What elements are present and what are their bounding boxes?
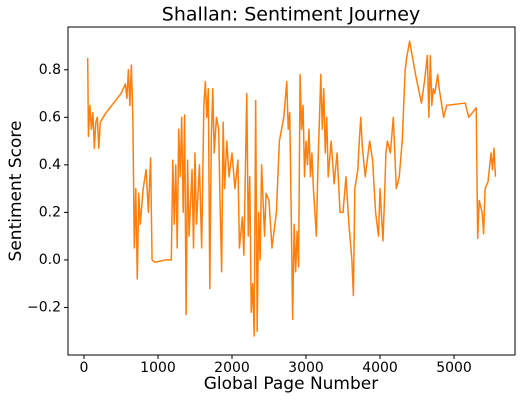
x-tick-label: 1000 bbox=[140, 360, 176, 376]
x-tick-label: 5000 bbox=[436, 360, 472, 376]
x-tick-label: 2000 bbox=[214, 360, 250, 376]
y-tick-label: 0.0 bbox=[39, 252, 61, 268]
y-tick-label: 0.2 bbox=[39, 204, 61, 220]
line-series bbox=[86, 40, 497, 337]
y-axis-title: Sentiment Score bbox=[6, 121, 26, 262]
y-tick-label: 0.4 bbox=[39, 157, 61, 173]
x-tick-label: 3000 bbox=[288, 360, 324, 376]
chart-title: Shallan: Sentiment Journey bbox=[162, 4, 420, 26]
x-tick-label: 0 bbox=[80, 360, 89, 376]
y-tick-label: 0.8 bbox=[39, 62, 61, 78]
plot-frame bbox=[67, 26, 516, 356]
y-tick-label: −0.2 bbox=[27, 299, 61, 315]
x-tick-label: 4000 bbox=[362, 360, 398, 376]
y-tick-label: 0.6 bbox=[39, 109, 61, 125]
x-axis-title: Global Page Number bbox=[204, 374, 378, 394]
